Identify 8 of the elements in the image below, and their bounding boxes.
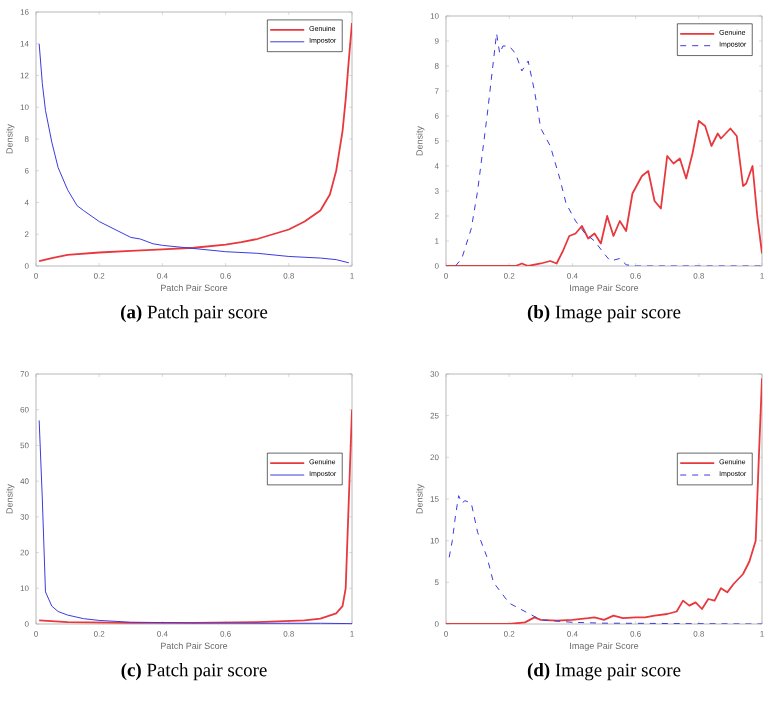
text: (c) Patch pair score	[121, 663, 267, 681]
line-series	[454, 32, 763, 266]
text: (a) Patch pair score	[121, 305, 268, 323]
text: (b) Image pair score	[527, 305, 681, 323]
line-series	[446, 377, 763, 624]
text: (d) Image pair score	[527, 663, 681, 681]
line-series	[448, 495, 763, 624]
line-series	[446, 120, 763, 266]
